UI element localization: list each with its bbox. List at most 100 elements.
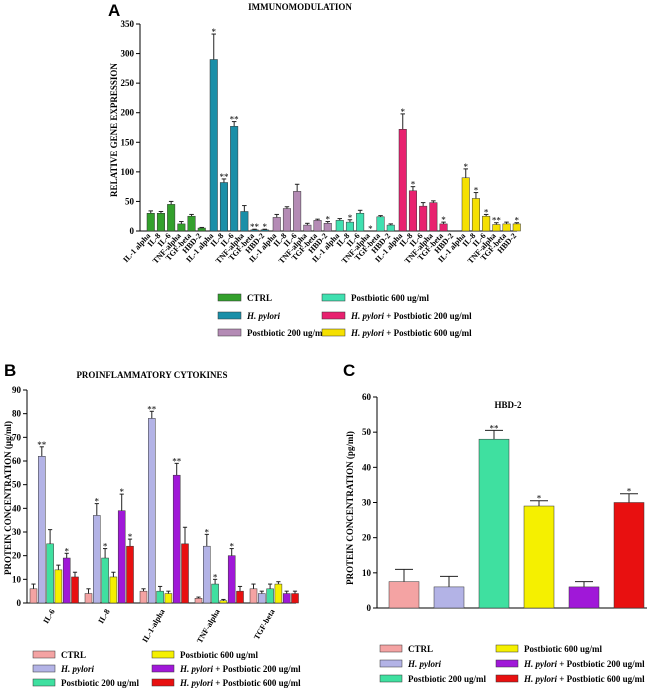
panel-b-1-5-bar — [126, 545, 134, 604]
panel-b-2-3-bar — [164, 593, 173, 604]
panel-b-0-5-bar — [71, 576, 79, 604]
panel-a-1-5-significance: * — [263, 222, 268, 232]
panel-a-5-0-significance: * — [464, 162, 469, 172]
panel-b-3-1-significance: * — [205, 527, 210, 537]
panel-b-3-1-bar — [203, 545, 211, 604]
panel-b-3-2-significance: * — [213, 572, 218, 582]
panel-a-3-3-significance: * — [368, 224, 373, 234]
panel-a-5-3-significance: ** — [492, 216, 502, 226]
legend-c-item-3-swatch — [495, 644, 519, 653]
panel-b-2-1-bar — [148, 418, 156, 604]
panel-b-4-4-bar — [282, 593, 291, 604]
legend-a-item-2-label: Postbiotic 200 ug/ml — [247, 328, 325, 338]
panel-b-3-2-bar — [211, 583, 219, 604]
panel-a-ytick-label: 100 — [121, 167, 135, 177]
panel-a-ytick-label: 350 — [121, 19, 135, 29]
panel-b-4-5-bar — [291, 593, 299, 604]
legend-b-item-0-label: CTRL — [61, 650, 86, 660]
panel-a-ytick-label: 50 — [125, 196, 135, 206]
legend-b-item-3-swatch — [151, 650, 175, 659]
legend-a-item-4-label: H. pylori + Postbiotic 200 ug/ml — [350, 311, 472, 321]
panel-a-5-1-bar — [471, 198, 480, 232]
panel-b-ytick-label: 30 — [12, 527, 22, 537]
panel-c-ytick-label: 30 — [362, 498, 372, 508]
legend-a-item-3-label: Postbiotic 600 ug/ml — [351, 293, 429, 303]
panel-a-5-4-bar — [502, 223, 511, 232]
panel-a-5-2-significance: * — [484, 207, 489, 217]
panel-b-1-2-bar — [101, 557, 109, 604]
panel-c-0-bar — [388, 581, 420, 609]
panel-a-4-2-bar — [419, 205, 428, 232]
legend-b-item-1-label: H. pylori — [60, 664, 94, 674]
panel-a-ytick-label: 300 — [121, 49, 135, 59]
panel-a-5-1-significance: * — [474, 186, 479, 196]
legend-b-item-1-swatch — [32, 664, 56, 673]
panel-b-category-label: IL-6 — [41, 608, 56, 626]
panel-a-ytick-label: 200 — [121, 108, 135, 118]
panel-b-ytick-label: 60 — [12, 456, 22, 466]
panel-a-2-1-bar — [282, 208, 291, 232]
panel-b-ytick-label: 90 — [12, 385, 22, 395]
panel-c-ytick-label: 10 — [362, 568, 372, 578]
panel-b-ytick-label: 0 — [17, 598, 22, 608]
panel-a-ylabel: RELATIVE GENE EXPRESSION — [109, 63, 119, 197]
panel-b-3-5-bar — [236, 590, 244, 604]
panel-b-3-4-significance: * — [229, 542, 234, 552]
panel-a-1-1-bar — [219, 182, 228, 232]
panel-b-2-1-significance: ** — [147, 404, 157, 414]
legend-b-item-5-label: H. pylori + Postbiotic 600 ug/ml — [179, 678, 301, 688]
panel-b-category-label: TNF-alpha — [195, 608, 222, 645]
panel-a-label: A — [108, 1, 120, 20]
panel-a-5-0-bar — [461, 177, 470, 232]
panel-c-3-significance: * — [537, 494, 542, 504]
panel-c-5-significance: * — [627, 487, 632, 497]
panel-a-3-5-bar — [386, 224, 395, 232]
panel-a-ytick-label: 150 — [121, 137, 135, 147]
legend-b-item-2-swatch — [32, 678, 56, 687]
panel-a-3-2-bar — [356, 213, 365, 232]
panel-a-title: IMMUNOMODULATION — [248, 2, 352, 12]
panel-b-0-3-bar — [54, 569, 63, 604]
panel-a-2-4-bar — [313, 220, 322, 232]
panel-b-category-label: IL-1-alpha — [140, 608, 166, 644]
panel-a-4-4-significance: * — [441, 215, 446, 225]
legend-c-item-1-swatch — [379, 659, 403, 668]
panel-c-title: HBD-2 — [495, 400, 523, 410]
panel-a-5-2-bar — [482, 215, 491, 232]
panel-b-1-5-significance: * — [128, 532, 133, 542]
panel-b-1-3-bar — [109, 576, 118, 604]
panel-c-ylabel: PROTEIN CONCENTRATION (pg/ml) — [345, 431, 355, 585]
legend-a-item-4-swatch — [321, 311, 346, 320]
panel-a-3-1-bar — [345, 221, 354, 232]
panel-b-1-4-bar — [117, 510, 126, 604]
panel-c-5-bar — [613, 502, 645, 609]
panel-a-3-0-bar — [335, 220, 344, 232]
panel-b-ytick-label: 80 — [12, 409, 22, 419]
legend-c-item-1-label: H. pylori — [407, 659, 441, 669]
panel-a-3-1-significance: * — [348, 213, 353, 223]
legend-a-item-1-label: H. pylori — [246, 311, 280, 321]
panel-b-1-0-bar — [84, 593, 93, 604]
panel-b-ytick-label: 20 — [12, 551, 22, 561]
legend-b-item-3-label: Postbiotic 600 ug/ml — [180, 650, 258, 660]
panel-b-0-1-bar — [38, 456, 46, 604]
panel-a-1-2-significance: ** — [230, 115, 240, 125]
panel-b-2-4-bar — [172, 474, 181, 604]
panel-b-3-3-bar — [219, 600, 228, 604]
panel-b-category-label: TGF-beta — [252, 608, 277, 642]
panel-a-1-2-bar — [230, 126, 239, 232]
legend-c-item-2-label: Postbiotic 200 ug/ml — [408, 674, 486, 684]
legend-b-item-4-label: H. pylori + Postbiotic 200 ug/ml — [179, 664, 301, 674]
panel-b-0-1-significance: ** — [37, 440, 47, 450]
panel-c-ytick-label: 40 — [362, 462, 372, 472]
panel-b-ylabel: PROTEIN CONCENTRATION (μg/ml) — [3, 421, 13, 575]
legend-a-item-5-swatch — [321, 328, 346, 337]
panel-b-1-4-significance: * — [119, 487, 124, 497]
panel-a-1-0-bar — [209, 59, 218, 232]
panel-c-ytick-label: 50 — [362, 427, 372, 437]
panel-a-5-5-significance: * — [515, 216, 520, 226]
legend-c-item-0-label: CTRL — [408, 644, 433, 654]
